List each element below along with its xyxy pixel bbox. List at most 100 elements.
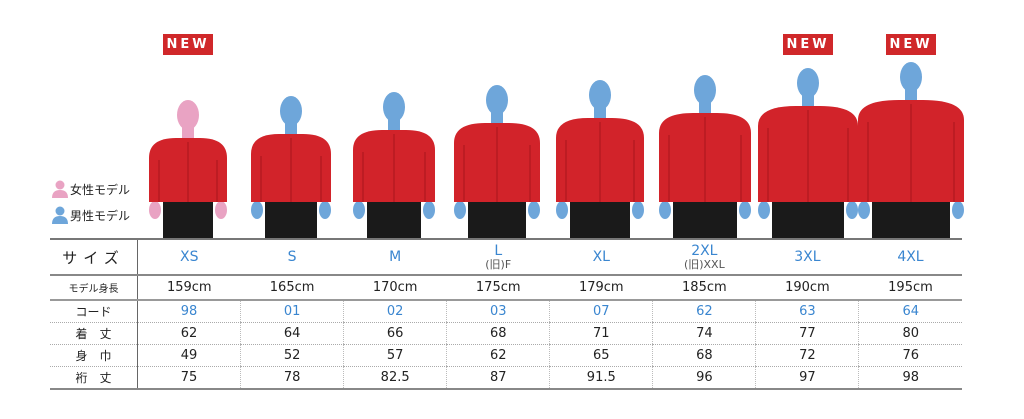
hand [353, 201, 365, 219]
width-cell: 65 [549, 344, 653, 367]
width-cell: 52 [240, 344, 344, 367]
length-cell: 80 [858, 322, 962, 345]
hand [319, 201, 331, 219]
length-cell: 71 [549, 322, 653, 345]
sleeve-cell: 97 [755, 366, 859, 390]
height-cell: 195cm [858, 275, 962, 301]
code-cell: 63 [755, 300, 859, 323]
height-cell: 179cm [549, 275, 653, 301]
size-cell: 4XL [858, 238, 962, 276]
hand [739, 201, 751, 219]
hand [952, 201, 964, 219]
pants [163, 198, 213, 238]
size-label: M [389, 249, 402, 265]
length-cell: 68 [446, 322, 550, 345]
height-cell: 159cm [137, 275, 241, 301]
size-label: L [494, 242, 503, 259]
length-cell: 66 [343, 322, 447, 345]
pants [570, 198, 630, 238]
size-label: 3XL [794, 249, 821, 265]
size-cell: XL [549, 238, 653, 276]
sleeve-cell: 78 [240, 366, 344, 390]
height-cell: 175cm [446, 275, 550, 301]
code-cell: 98 [136, 300, 241, 323]
length-cell: 74 [652, 322, 756, 345]
hand [758, 201, 770, 219]
sleeve-cell: 98 [858, 366, 962, 390]
new-badge: NEW [783, 34, 833, 55]
row-label-size: サイズ [50, 238, 138, 276]
sleeve-cell: 87 [446, 366, 550, 390]
height-cell: 190cm [755, 275, 859, 301]
height-cell: 170cm [343, 275, 447, 301]
head [797, 68, 819, 98]
row-label-height: モデル身長 [50, 275, 138, 301]
hand [556, 201, 568, 219]
code-cell: 64 [858, 300, 962, 323]
sleeve-cell: 75 [136, 366, 241, 390]
legend-label: 男性モデル [70, 208, 131, 223]
length-cell: 62 [136, 322, 241, 345]
height-cell: 165cm [240, 275, 344, 301]
length-cell: 77 [755, 322, 859, 345]
pants [265, 198, 317, 238]
hand [632, 201, 644, 219]
legend-female: 女性モデル [52, 180, 130, 198]
head [383, 92, 405, 122]
legend-male: 男性モデル [52, 206, 130, 224]
hand [454, 201, 466, 219]
width-cell: 76 [858, 344, 962, 367]
size-table: サイズ XS S M L (旧)F XL 2XL (旧)XXL 3XL 4XL モデル身長 159cm… [50, 238, 962, 390]
head [694, 75, 716, 105]
hand [528, 201, 540, 219]
height-cell: 185cm [652, 275, 756, 301]
width-cell: 68 [652, 344, 756, 367]
size-cell: XS [137, 238, 241, 276]
size-cell: L (旧)F [446, 238, 550, 276]
legend-label: 女性モデル [70, 182, 131, 197]
head [486, 85, 508, 115]
size-cell: M [343, 238, 447, 276]
pants [673, 198, 737, 238]
sleeve-cell: 82.5 [343, 366, 447, 390]
sleeve-cell: 96 [652, 366, 756, 390]
sleeve-cell: 91.5 [549, 366, 653, 390]
width-cell: 62 [446, 344, 550, 367]
old-size-label: (旧)XXL [683, 257, 725, 271]
length-cell: 64 [240, 322, 344, 345]
width-cell: 72 [755, 344, 859, 367]
row-label-code: コード [50, 300, 138, 323]
size-cell: 2XL (旧)XXL [652, 238, 756, 276]
old-size-label: (旧)F [485, 257, 512, 271]
hand [659, 201, 671, 219]
size-label: 2XL [691, 242, 718, 259]
size-label: XL [592, 249, 610, 265]
pants [872, 198, 950, 238]
pants [468, 198, 526, 238]
new-badge: NEW [886, 34, 936, 55]
code-cell: 07 [549, 300, 653, 323]
code-cell: 62 [652, 300, 756, 323]
pants [367, 198, 421, 238]
hand [846, 201, 858, 219]
row-label-sleeve: 裄 丈 [50, 366, 138, 390]
male-person-icon [52, 206, 68, 224]
head [177, 100, 199, 130]
hand [215, 201, 227, 219]
size-label: S [287, 249, 297, 265]
size-label: 4XL [897, 249, 924, 265]
code-cell: 03 [446, 300, 550, 323]
width-cell: 57 [343, 344, 447, 367]
hand [858, 201, 870, 219]
hand [251, 201, 263, 219]
width-cell: 49 [136, 344, 241, 367]
head [900, 62, 922, 92]
row-label-width: 身 巾 [50, 344, 138, 367]
pants [772, 198, 844, 238]
size-label: XS [180, 249, 199, 265]
head [280, 96, 302, 126]
hand [149, 201, 161, 219]
code-cell: 01 [240, 300, 344, 323]
size-cell: 3XL [755, 238, 859, 276]
row-label-length: 着 丈 [50, 322, 138, 345]
